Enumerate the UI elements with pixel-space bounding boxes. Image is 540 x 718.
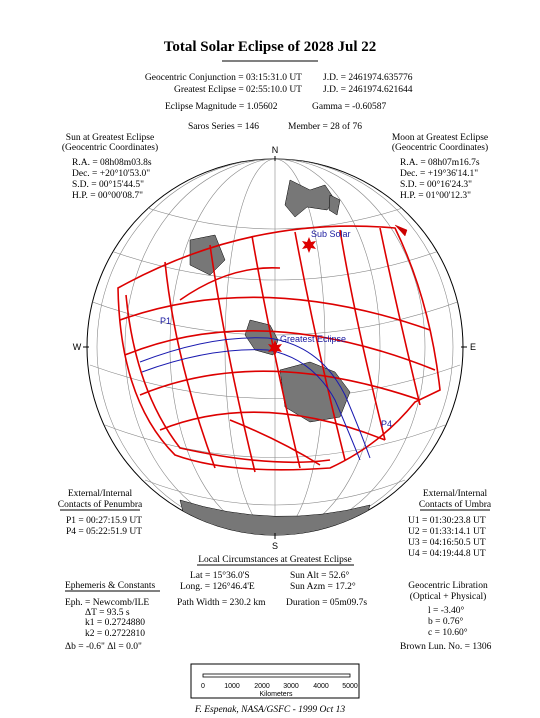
- map-label: Greatest Eclipse: [280, 334, 346, 344]
- footer: F. Espenak, NASA/GSFC - 1999 Oct 13: [194, 705, 345, 715]
- scale-label: Kilometers: [259, 691, 293, 698]
- compass-w: W: [73, 342, 82, 352]
- header-line: Geocentric Conjunction = 03:15:31.0 UT: [145, 73, 302, 83]
- sun-row: Dec. = +20°10'53.0": [72, 168, 150, 179]
- moon-row: H.P. = 01°00'12.3": [400, 190, 471, 201]
- libration-row: c = 10.60°: [428, 627, 468, 638]
- sun-row: H.P. = 00°00'08.7": [72, 190, 143, 201]
- header-line: Gamma = -0.60587: [312, 102, 386, 112]
- libration-title: (Optical + Physical): [410, 591, 487, 602]
- penumbra-row: P1 = 00:27:15.9 UT: [66, 516, 142, 526]
- libration-row: Brown Lun. No. = 1306: [400, 642, 492, 652]
- scale-tick: 0: [201, 683, 205, 690]
- moon-row: R.A. = 08h07m16.7s: [400, 158, 480, 168]
- ephemeris-row: k2 = 0.2722810: [85, 629, 145, 639]
- umbra-row: U3 = 04:16:50.5 UT: [408, 538, 486, 548]
- sun-title: (Geocentric Coordinates): [62, 142, 158, 153]
- compass-s: S: [272, 541, 278, 551]
- scale-tick: 4000: [313, 683, 329, 690]
- moon-row: S.D. = 00°16'24.3": [400, 179, 472, 190]
- local-row: Duration = 05m09.7s: [286, 598, 367, 608]
- compass-n: N: [272, 145, 279, 155]
- sun-row: S.D. = 00°15'44.5": [72, 179, 144, 190]
- map-label: Sub Solar: [311, 229, 351, 239]
- header-line: Greatest Eclipse = 02:55:10.0 UT: [174, 85, 302, 95]
- globe: [86, 158, 464, 536]
- penumbra-title: External/Internal: [68, 489, 133, 499]
- penumbra-title: Contacts of Penumbra: [58, 499, 143, 510]
- sun-row: R.A. = 08h08m03.8s: [72, 158, 152, 168]
- local-row: Sun Azm = 17.2°: [290, 581, 356, 592]
- local-row: Lat = 15°36.0'S: [190, 570, 250, 581]
- ephemeris-row: Eph. = Newcomb/ILE: [65, 598, 149, 608]
- header-line: J.D. = 2461974.621644: [323, 85, 413, 95]
- map-label: P1: [160, 316, 171, 326]
- ephemeris-row: ΔT = 93.5 s: [85, 608, 130, 618]
- umbra-title: External/Internal: [423, 489, 488, 499]
- sun-title: Sun at Greatest Eclipse: [66, 133, 154, 143]
- header-line: J.D. = 2461974.635776: [323, 73, 413, 83]
- header-line: Eclipse Magnitude = 1.05602: [165, 102, 278, 112]
- scale-tick: 2000: [254, 683, 270, 690]
- local-row: Path Width = 230.2 km: [177, 598, 266, 608]
- moon-title: (Geocentric Coordinates): [392, 142, 488, 153]
- libration-row: b = 0.76°: [428, 616, 463, 627]
- local-row: Long. = 126°46.4'E: [180, 581, 255, 592]
- local-row: Sun Alt = 52.6°: [290, 570, 350, 581]
- scale-tick: 5000: [342, 683, 358, 690]
- title: Total Solar Eclipse of 2028 Jul 22: [164, 39, 377, 55]
- libration-row: l = -3.40°: [428, 605, 465, 616]
- scale-tick: 3000: [283, 683, 299, 690]
- libration-title: Geocentric Libration: [408, 581, 488, 591]
- umbra-row: U2 = 01:33:14.1 UT: [408, 527, 486, 537]
- umbra-title: Contacts of Umbra: [419, 499, 492, 510]
- markers: [268, 237, 316, 356]
- scale-bar: 0 1000 2000 3000 4000 5000 Kilometers: [190, 663, 360, 699]
- map-label: P4: [381, 419, 392, 429]
- header-line: Saros Series = 146: [188, 122, 259, 132]
- scale-tick: 1000: [224, 683, 240, 690]
- local-title: Local Circumstances at Greatest Eclipse: [198, 555, 352, 565]
- penumbra-row: P4 = 05:22:51.9 UT: [66, 527, 142, 537]
- ephemeris-row: k1 = 0.2724880: [85, 618, 145, 628]
- compass-e: E: [470, 342, 476, 352]
- moon-title: Moon at Greatest Eclipse: [392, 133, 488, 143]
- header-line: Member = 28 of 76: [288, 121, 362, 132]
- umbra-row: U1 = 01:30:23.8 UT: [408, 516, 486, 526]
- ephemeris-title: Ephemeris & Constants: [65, 581, 156, 591]
- moon-row: Dec. = +19°36'14.1": [400, 168, 478, 179]
- umbra-row: U4 = 04:19:44.8 UT: [408, 549, 486, 559]
- ephemeris-row: Δb = -0.6" Δl = 0.0": [65, 642, 142, 652]
